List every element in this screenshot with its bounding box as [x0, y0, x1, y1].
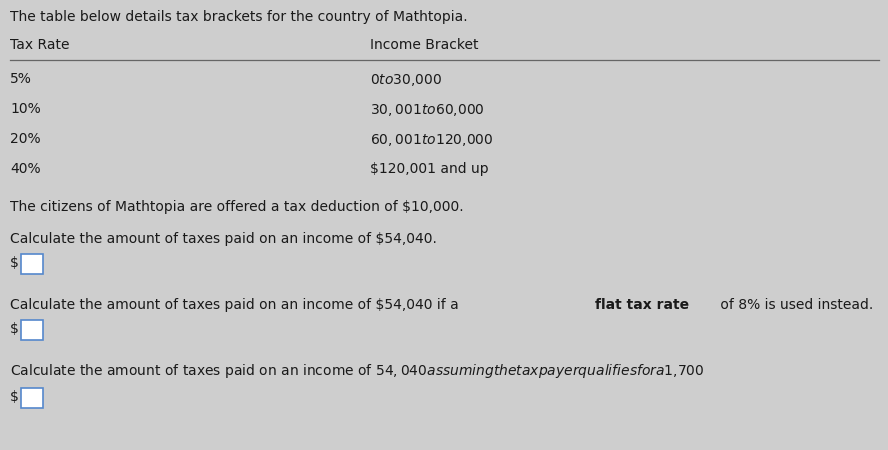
Text: 20%: 20% — [10, 132, 41, 146]
FancyBboxPatch shape — [21, 388, 43, 408]
Text: Calculate the amount of taxes paid on an income of $54,040 if a: Calculate the amount of taxes paid on an… — [10, 298, 464, 312]
FancyBboxPatch shape — [21, 254, 43, 274]
Text: $0 to $30,000: $0 to $30,000 — [370, 72, 442, 88]
Text: $60,001 to $120,000: $60,001 to $120,000 — [370, 132, 494, 148]
Text: Calculate the amount of taxes paid on an income of $54,040.: Calculate the amount of taxes paid on an… — [10, 232, 437, 246]
Text: Tax Rate: Tax Rate — [10, 38, 69, 52]
Text: $: $ — [10, 322, 19, 336]
Text: $: $ — [10, 390, 19, 404]
FancyBboxPatch shape — [21, 320, 43, 340]
Text: $: $ — [10, 256, 19, 270]
Text: $120,001 and up: $120,001 and up — [370, 162, 488, 176]
Text: $30,001 to $60,000: $30,001 to $60,000 — [370, 102, 485, 118]
Text: 40%: 40% — [10, 162, 41, 176]
Text: Calculate the amount of taxes paid on an income of $54,040 assuming the taxpayer: Calculate the amount of taxes paid on an… — [10, 362, 706, 380]
Text: The citizens of Mathtopia are offered a tax deduction of $10,000.: The citizens of Mathtopia are offered a … — [10, 200, 464, 214]
Text: flat tax rate: flat tax rate — [595, 298, 689, 312]
Text: 5%: 5% — [10, 72, 32, 86]
Text: Income Bracket: Income Bracket — [370, 38, 479, 52]
Text: The table below details tax brackets for the country of Mathtopia.: The table below details tax brackets for… — [10, 10, 468, 24]
Text: 10%: 10% — [10, 102, 41, 116]
Text: of 8% is used instead.: of 8% is used instead. — [716, 298, 874, 312]
